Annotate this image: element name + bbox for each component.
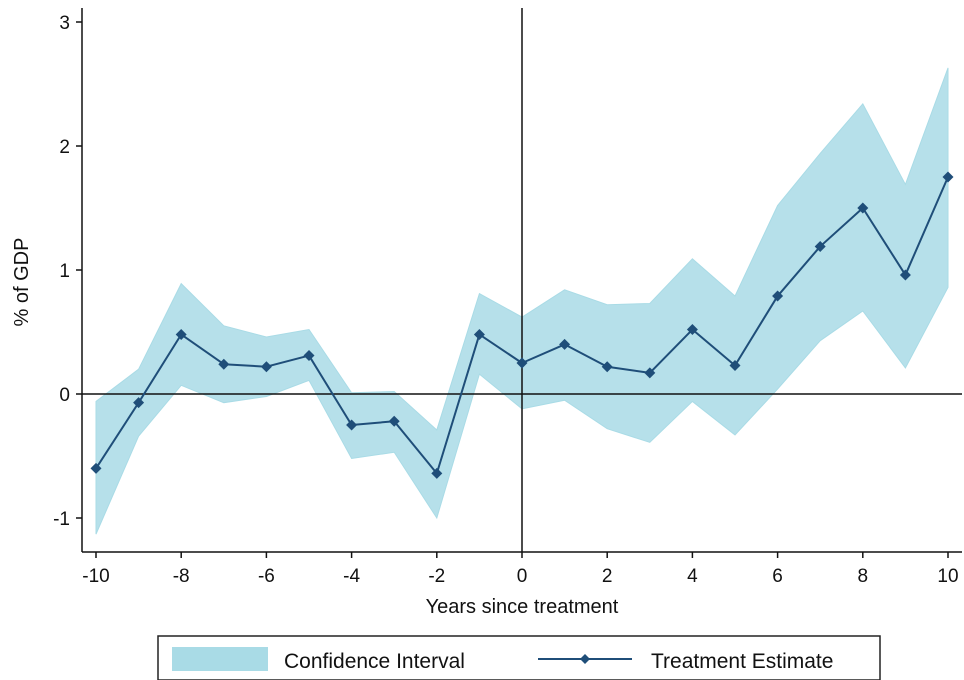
treatment-estimate-point: [601, 361, 613, 373]
x-tick-label: 6: [772, 566, 783, 587]
treatment-estimate-point: [772, 290, 784, 302]
treatment-estimate-point: [303, 350, 315, 362]
treatment-estimate-layer: [90, 171, 954, 479]
legend-box: [157, 635, 881, 680]
y-axis-title: % of GDP: [11, 238, 33, 327]
axes: [76, 8, 962, 558]
treatment-estimate-point: [559, 338, 571, 350]
confidence-band: [95, 67, 949, 535]
treatment-estimate-point: [431, 467, 443, 479]
x-tick-label: 8: [858, 566, 869, 587]
confidence-band-layer: [95, 67, 949, 535]
treatment-estimate-point: [942, 171, 954, 183]
x-axis-title: Years since treatment: [426, 596, 619, 618]
treatment-estimate-point: [899, 269, 911, 281]
legend-estimate-marker: [580, 654, 590, 664]
x-tick-label: -4: [343, 566, 360, 587]
x-tick-label: -8: [173, 566, 190, 587]
x-tick-label: 2: [602, 566, 613, 587]
treatment-estimate-point: [260, 361, 272, 373]
treatment-estimate-point: [218, 358, 230, 370]
treatment-estimate-point: [346, 419, 358, 431]
treatment-estimate-point: [814, 240, 826, 252]
reference-lines: [82, 8, 962, 552]
legend: Confidence Interval Treatment Estimate: [157, 635, 881, 680]
x-tick-label: -6: [258, 566, 275, 587]
y-tick-label: -1: [53, 509, 70, 530]
treatment-estimate-point: [686, 324, 698, 336]
y-tick-label: 3: [59, 13, 70, 34]
y-tick-label: 2: [59, 137, 70, 158]
treatment-estimate-point: [516, 357, 528, 369]
treatment-estimate-point: [857, 202, 869, 214]
legend-ci-label: Confidence Interval: [284, 650, 465, 673]
y-tick-label: 1: [59, 261, 70, 282]
treatment-estimate-point: [133, 397, 145, 409]
treatment-estimate-point: [473, 328, 485, 340]
treatment-estimate-point: [175, 328, 187, 340]
x-tick-label: 4: [687, 566, 698, 587]
legend-estimate-label: Treatment Estimate: [651, 650, 833, 673]
treatment-estimate-point: [388, 415, 400, 427]
x-tick-label: -10: [82, 566, 109, 587]
x-tick-label: -2: [428, 566, 445, 587]
legend-ci-swatch: [172, 647, 268, 671]
treatment-estimate-point: [729, 359, 741, 371]
treatment-estimate-point: [90, 462, 102, 474]
x-tick-label: 0: [517, 566, 528, 587]
x-tick-label: 10: [937, 566, 958, 587]
y-tick-label: 0: [59, 385, 70, 406]
treatment-estimate-point: [644, 367, 656, 379]
